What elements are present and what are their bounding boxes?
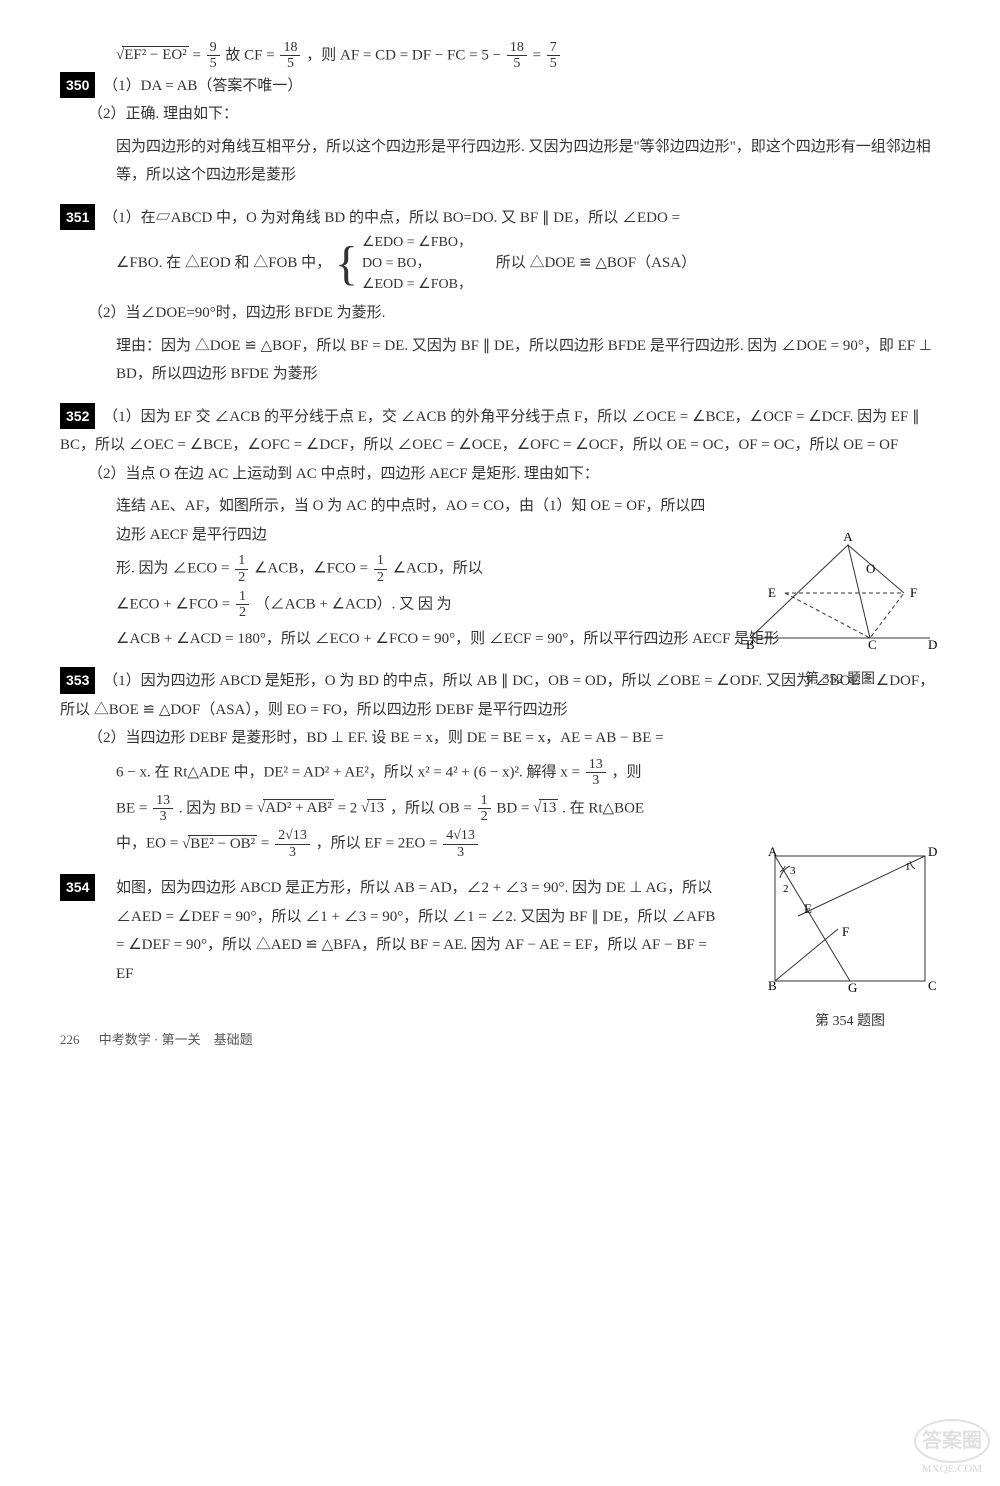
watermark: 答案圈 MXQE.COM [914,1419,990,1476]
triangle-diagram: A B C D E F O [740,533,940,653]
p352-part1: （1）因为 EF 交 ∠ACB 的平分线于点 E，交 ∠ACB 的外角平分线于点… [60,409,920,454]
problem-number: 350 [60,72,95,99]
p350-part2a: （2）正确. 理由如下： [60,100,940,129]
p353-part2a: （2）当四边形 DEBF 是菱形时，BD ⊥ EF. 设 BE = x，则 DE… [60,724,940,753]
top-formula: EF² − EO² = 95 故 CF = 185 ，则 AF = CD = D… [60,40,940,72]
svg-text:F: F [842,924,849,939]
problem-354: A D B C G E F 1 2 3 第 354 题图 354 如图，因为四边… [60,874,940,988]
p351-part2b: 理由：因为 △DOE ≌ △BOF，所以 BF = DE. 又因为 BF ∥ D… [60,332,940,389]
svg-text:B: B [768,978,777,993]
p350-part1: （1）DA = AB（答案不唯一） [103,78,302,94]
svg-text:D: D [928,637,937,652]
p350-part2b: 因为四边形的对角线互相平分，所以这个四边形是平行四边形. 又因为四边形是"等邻边… [60,133,940,190]
svg-text:B: B [746,637,755,652]
square-diagram: A D B C G E F 1 2 3 [760,844,940,994]
problem-353: 353 （1）因为四边形 ABCD 是矩形，O 为 BD 的中点，所以 AB ∥… [60,667,940,860]
p353-part2c: BE = 133 . 因为 BD = AD² + AB² = 2 13 ，所以 … [60,793,940,825]
problem-350: 350 （1）DA = AB（答案不唯一） （2）正确. 理由如下： 因为四边形… [60,72,940,190]
footer-title: 中考数学 · 第一关 基础题 [99,1032,253,1047]
svg-text:E: E [768,585,776,600]
p351-part2a: （2）当∠DOE=90°时，四边形 BFDE 为菱形. [60,299,940,328]
p351-part1b: ∠FBO. 在 △EOD 和 △FOB 中， { ∠EDO = ∠FBO， DO… [60,232,940,295]
p353-part1: （1）因为四边形 ABCD 是矩形，O 为 BD 的中点，所以 AB ∥ DC，… [60,673,934,718]
problem-number: 354 [60,874,95,901]
problem-number: 351 [60,204,95,231]
problem-351: 351 （1）在▱ABCD 中，O 为对角线 BD 的中点，所以 BO=DO. … [60,204,940,389]
svg-text:A: A [843,533,853,544]
problem-number: 353 [60,667,95,694]
left-brace: { [335,240,358,288]
sqrt-expr: EF² − EO² [122,46,188,63]
svg-text:C: C [928,978,937,993]
svg-text:2: 2 [783,883,789,895]
svg-text:C: C [868,637,877,652]
figure-354: A D B C G E F 1 2 3 第 354 题图 [760,844,940,1035]
svg-text:F: F [910,585,917,600]
svg-text:1: 1 [905,861,911,873]
svg-text:O: O [866,561,875,576]
svg-text:E: E [804,901,812,916]
p352-part2a: （2）当点 O 在边 AC 上运动到 AC 中点时，四边形 AECF 是矩形. … [60,460,940,489]
figure-caption: 第 354 题图 [760,1009,940,1036]
svg-text:D: D [928,844,937,859]
page-number: 226 [60,1032,80,1047]
problem-number: 352 [60,403,95,430]
svg-text:3: 3 [790,865,796,877]
problem-352: 352 （1）因为 EF 交 ∠ACB 的平分线于点 E，交 ∠ACB 的外角平… [60,403,940,654]
svg-text:G: G [848,980,857,994]
svg-text:A: A [768,844,778,859]
p353-part2b: 6 − x. 在 Rt△ADE 中，DE² = AD² + AE²，所以 x² … [60,757,940,789]
p351-part1a: （1）在▱ABCD 中，O 为对角线 BD 的中点，所以 BO=DO. 又 BF… [103,210,680,226]
